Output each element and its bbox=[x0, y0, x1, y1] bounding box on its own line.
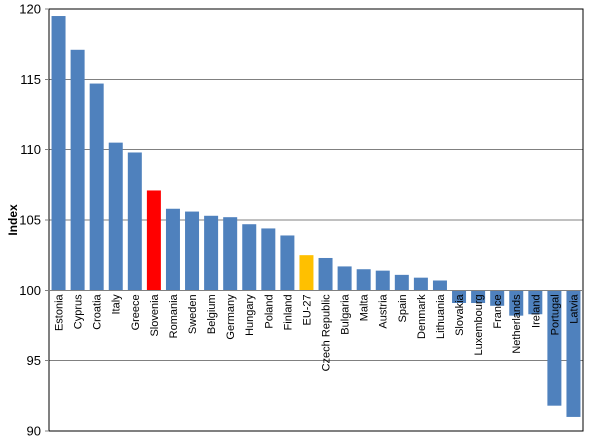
category-label-hungary: Hungary bbox=[244, 294, 256, 336]
category-label-latvia: Latvia bbox=[568, 293, 580, 323]
bar-bulgaria bbox=[337, 266, 352, 291]
bar-ireland bbox=[528, 290, 543, 315]
bar-estonia bbox=[51, 16, 66, 291]
y-tick-label-115: 115 bbox=[20, 72, 41, 87]
bar-sweden bbox=[185, 211, 200, 291]
category-label-estonia: Estonia bbox=[54, 293, 66, 331]
category-labels: Estonia Cyprus Croatia Italy Greece Slovenia R… bbox=[54, 293, 581, 371]
y-tick-label-100: 100 bbox=[19, 283, 41, 298]
category-label-poland: Poland bbox=[263, 294, 275, 328]
category-label-lithuania: Lithuania bbox=[435, 293, 447, 339]
y-tick-label-120: 120 bbox=[19, 2, 41, 17]
bar-eu-27 bbox=[299, 255, 314, 291]
category-label-greece: Greece bbox=[130, 294, 142, 330]
category-label-netherlands: Netherlands bbox=[511, 294, 523, 354]
bar-slovenia bbox=[146, 190, 161, 291]
category-label-czech-republic: Czech Republic bbox=[321, 294, 333, 372]
bar-lithuania bbox=[432, 280, 447, 291]
category-label-cyprus: Cyprus bbox=[73, 294, 85, 329]
y-tick-label-105: 105 bbox=[19, 213, 41, 228]
bar-poland bbox=[261, 228, 276, 291]
bar-italy bbox=[108, 142, 123, 291]
bar-france bbox=[490, 290, 505, 306]
y-axis-label: Index bbox=[6, 204, 20, 236]
category-label-italy: Italy bbox=[111, 294, 123, 315]
category-label-slovakia: Slovakia bbox=[454, 293, 466, 335]
bar-germany bbox=[223, 217, 238, 291]
bar-hungary bbox=[242, 224, 257, 291]
category-label-finland: Finland bbox=[282, 294, 294, 330]
category-label-romania: Romania bbox=[168, 293, 180, 338]
category-label-france: France bbox=[492, 294, 504, 328]
bar-spain bbox=[394, 274, 409, 291]
category-label-denmark: Denmark bbox=[416, 294, 428, 339]
category-label-portugal: Portugal bbox=[549, 294, 561, 335]
bar-finland bbox=[280, 235, 295, 291]
bar-croatia bbox=[89, 83, 104, 291]
y-tick-label-110: 110 bbox=[20, 142, 41, 157]
bar-portugal bbox=[547, 290, 562, 406]
category-label-malta: Malta bbox=[359, 293, 371, 321]
category-label-slovenia: Slovenia bbox=[149, 293, 161, 336]
category-label-belgium: Belgium bbox=[206, 294, 218, 334]
category-label-sweden: Sweden bbox=[187, 294, 199, 334]
bar-latvia bbox=[566, 290, 581, 417]
bar-austria bbox=[375, 270, 390, 291]
category-label-ireland: Ireland bbox=[530, 294, 542, 328]
y-tick-labels: 90 95 100 105 110 115 120 bbox=[19, 2, 41, 439]
category-label-eu-27: EU-27 bbox=[301, 294, 313, 325]
bar-luxembourg bbox=[471, 290, 486, 303]
bar-slovakia bbox=[452, 290, 467, 303]
y-tick-label-90: 90 bbox=[27, 424, 41, 439]
bar-greece bbox=[127, 152, 142, 291]
category-label-luxembourg: Luxembourg bbox=[473, 294, 485, 355]
bar-romania bbox=[165, 208, 180, 291]
y-tick-label-95: 95 bbox=[27, 353, 41, 368]
category-label-germany: Germany bbox=[225, 294, 237, 340]
bar-czech-republic bbox=[318, 257, 333, 291]
bar-netherlands bbox=[509, 290, 524, 316]
bar-denmark bbox=[413, 277, 428, 291]
bar-cyprus bbox=[70, 49, 85, 291]
category-label-croatia: Croatia bbox=[92, 293, 104, 329]
bar-belgium bbox=[204, 215, 219, 291]
category-label-austria: Austria bbox=[378, 293, 390, 328]
axes bbox=[45, 8, 584, 432]
category-label-spain: Spain bbox=[397, 294, 409, 322]
category-label-bulgaria: Bulgaria bbox=[340, 293, 352, 334]
bars bbox=[51, 16, 581, 417]
bar-malta bbox=[356, 269, 371, 291]
